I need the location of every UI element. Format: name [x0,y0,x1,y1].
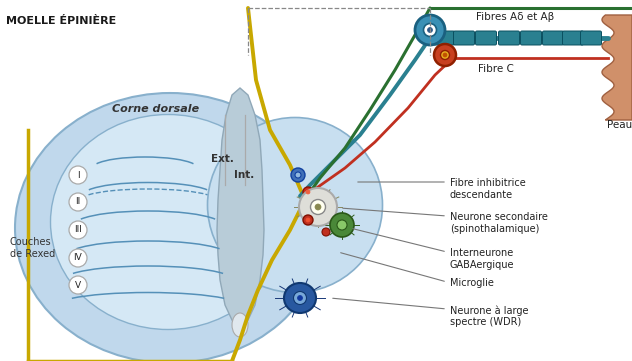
Ellipse shape [69,276,87,294]
Ellipse shape [306,218,310,222]
Ellipse shape [315,204,321,210]
Ellipse shape [51,114,286,330]
Ellipse shape [295,172,301,178]
FancyBboxPatch shape [521,31,542,45]
Ellipse shape [322,228,330,236]
Ellipse shape [306,190,310,194]
Ellipse shape [232,313,248,337]
FancyBboxPatch shape [562,31,583,45]
Text: Fibres Aδ et Aβ: Fibres Aδ et Aβ [476,12,554,22]
Ellipse shape [330,213,354,237]
Ellipse shape [423,23,437,36]
Text: V: V [75,280,81,290]
Text: Corne dorsale: Corne dorsale [112,104,199,114]
Ellipse shape [337,220,347,230]
Polygon shape [602,15,632,120]
Ellipse shape [15,93,325,361]
Ellipse shape [69,193,87,211]
Ellipse shape [443,53,447,57]
Text: IV: IV [73,253,82,262]
Ellipse shape [291,168,305,182]
FancyBboxPatch shape [454,31,475,45]
FancyBboxPatch shape [542,31,564,45]
Text: Couches
de Rexed: Couches de Rexed [10,237,55,259]
Text: Int.: Int. [234,170,254,180]
Text: I: I [76,170,79,179]
Polygon shape [217,88,264,330]
Text: Neurone secondaire
(spinothalamique): Neurone secondaire (spinothalamique) [450,212,548,234]
Ellipse shape [299,188,337,226]
FancyBboxPatch shape [434,31,454,45]
Text: Fibre C: Fibre C [478,64,514,74]
Text: Ext.: Ext. [210,154,233,164]
Text: II: II [75,197,81,206]
Text: Microglie: Microglie [450,278,494,288]
Ellipse shape [69,221,87,239]
Text: III: III [74,226,82,235]
Text: MOELLE ÉPINIÈRE: MOELLE ÉPINIÈRE [6,16,116,26]
Ellipse shape [427,27,432,32]
FancyBboxPatch shape [499,31,520,45]
Text: Neurone à large
spectre (WDR): Neurone à large spectre (WDR) [450,305,528,327]
Text: Peau: Peau [607,120,632,130]
Ellipse shape [298,296,303,300]
Ellipse shape [69,166,87,184]
FancyBboxPatch shape [475,31,497,45]
Text: Interneurone
GABAergique: Interneurone GABAergique [450,248,514,270]
Ellipse shape [310,200,325,214]
Ellipse shape [303,215,313,225]
Ellipse shape [69,249,87,267]
Ellipse shape [434,44,456,66]
Ellipse shape [207,117,382,292]
Text: Fibre inhibitrice
descendante: Fibre inhibitrice descendante [450,178,526,200]
Ellipse shape [441,51,449,60]
Ellipse shape [293,291,307,304]
Ellipse shape [303,187,313,197]
Ellipse shape [284,283,316,313]
FancyBboxPatch shape [581,31,602,45]
Ellipse shape [415,15,445,45]
